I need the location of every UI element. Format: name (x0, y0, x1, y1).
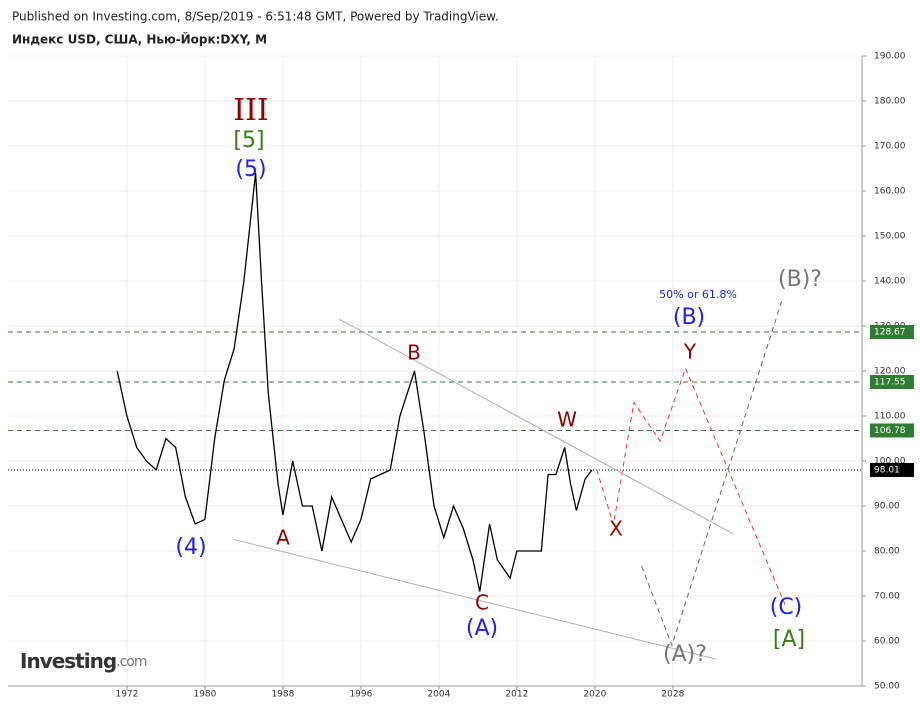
x-tick-label: 2004 (427, 690, 450, 700)
series-line (596, 366, 786, 605)
level-label: 128.67 (874, 327, 906, 337)
annotations: III [5] (5) (4) A B C (A) W X Y (B) 50% … (175, 93, 822, 667)
level-label: 106.78 (874, 426, 906, 436)
logo-suffix: .com (116, 654, 147, 670)
plot-area: 50.00 60.00 70.00 80.00 90.00 100.00 110.00 120… (8, 52, 914, 700)
wave-label: [5] (233, 128, 264, 153)
wave-label: C (475, 591, 489, 615)
note: 50% or 61.8% (659, 288, 737, 301)
series-line (339, 318, 734, 535)
series-line (233, 538, 716, 660)
level-label: 98.01 (874, 465, 900, 475)
y-tick-label: 160.00 (874, 187, 906, 197)
y-tick-label: 110.00 (874, 412, 906, 422)
wave-label: X (609, 517, 623, 541)
wave-label: B (407, 341, 421, 365)
y-tick-label: 90.00 (874, 502, 900, 512)
wave-label: [A] (773, 627, 805, 652)
level-box (870, 375, 914, 390)
y-tick-label: 190.00 (874, 52, 906, 62)
symbol: Индекс USD, США, Нью-Йорк:DXY, M (12, 32, 267, 47)
wave-label: A (276, 526, 290, 550)
series-line (116, 172, 593, 592)
y-tick-label: 70.00 (874, 592, 900, 602)
x-tick-label: 2028 (661, 690, 684, 700)
y-tick-label: 120.00 (874, 367, 906, 377)
wave-label: (5) (235, 157, 266, 182)
wave-label: (C) (770, 595, 803, 620)
series-line (641, 299, 783, 648)
x-tick-label: 1972 (115, 690, 138, 700)
wave-label: (B) (673, 305, 705, 330)
level-box (870, 462, 914, 477)
y-tick-label: 50.00 (874, 682, 900, 692)
y-tick-label: 60.00 (874, 637, 900, 647)
logo: Investing.com (20, 649, 147, 673)
x-tick-label: 1988 (271, 690, 294, 700)
wave-label: (A) (466, 616, 498, 641)
y-tick-label: 100.00 (874, 457, 906, 467)
x-tick-label: 2012 (505, 690, 528, 700)
level-label: 117.55 (874, 378, 906, 388)
x-tick-label: 2020 (583, 690, 606, 700)
y-tick-label: 150.00 (874, 232, 906, 242)
level-box (870, 423, 914, 438)
y-tick-label: 80.00 (874, 547, 900, 557)
wave-label: W (557, 408, 577, 432)
wave-label: Y (683, 340, 697, 364)
y-tick-label: 140.00 (874, 277, 906, 287)
wave-label: (A)? (663, 642, 707, 667)
wave-label: (4) (175, 535, 206, 560)
x-tick-label: 1996 (349, 690, 372, 700)
y-tick-label: 180.00 (874, 97, 906, 107)
level-box (870, 324, 914, 339)
wave-label: (B)? (778, 267, 822, 292)
logo-text: Investing (20, 649, 116, 673)
x-tick-label: 1980 (193, 690, 216, 700)
wave-label: III (233, 93, 269, 128)
y-tick-label: 170.00 (874, 142, 906, 152)
published: Published on Investing.com, 8/Sep/2019 -… (12, 10, 499, 24)
